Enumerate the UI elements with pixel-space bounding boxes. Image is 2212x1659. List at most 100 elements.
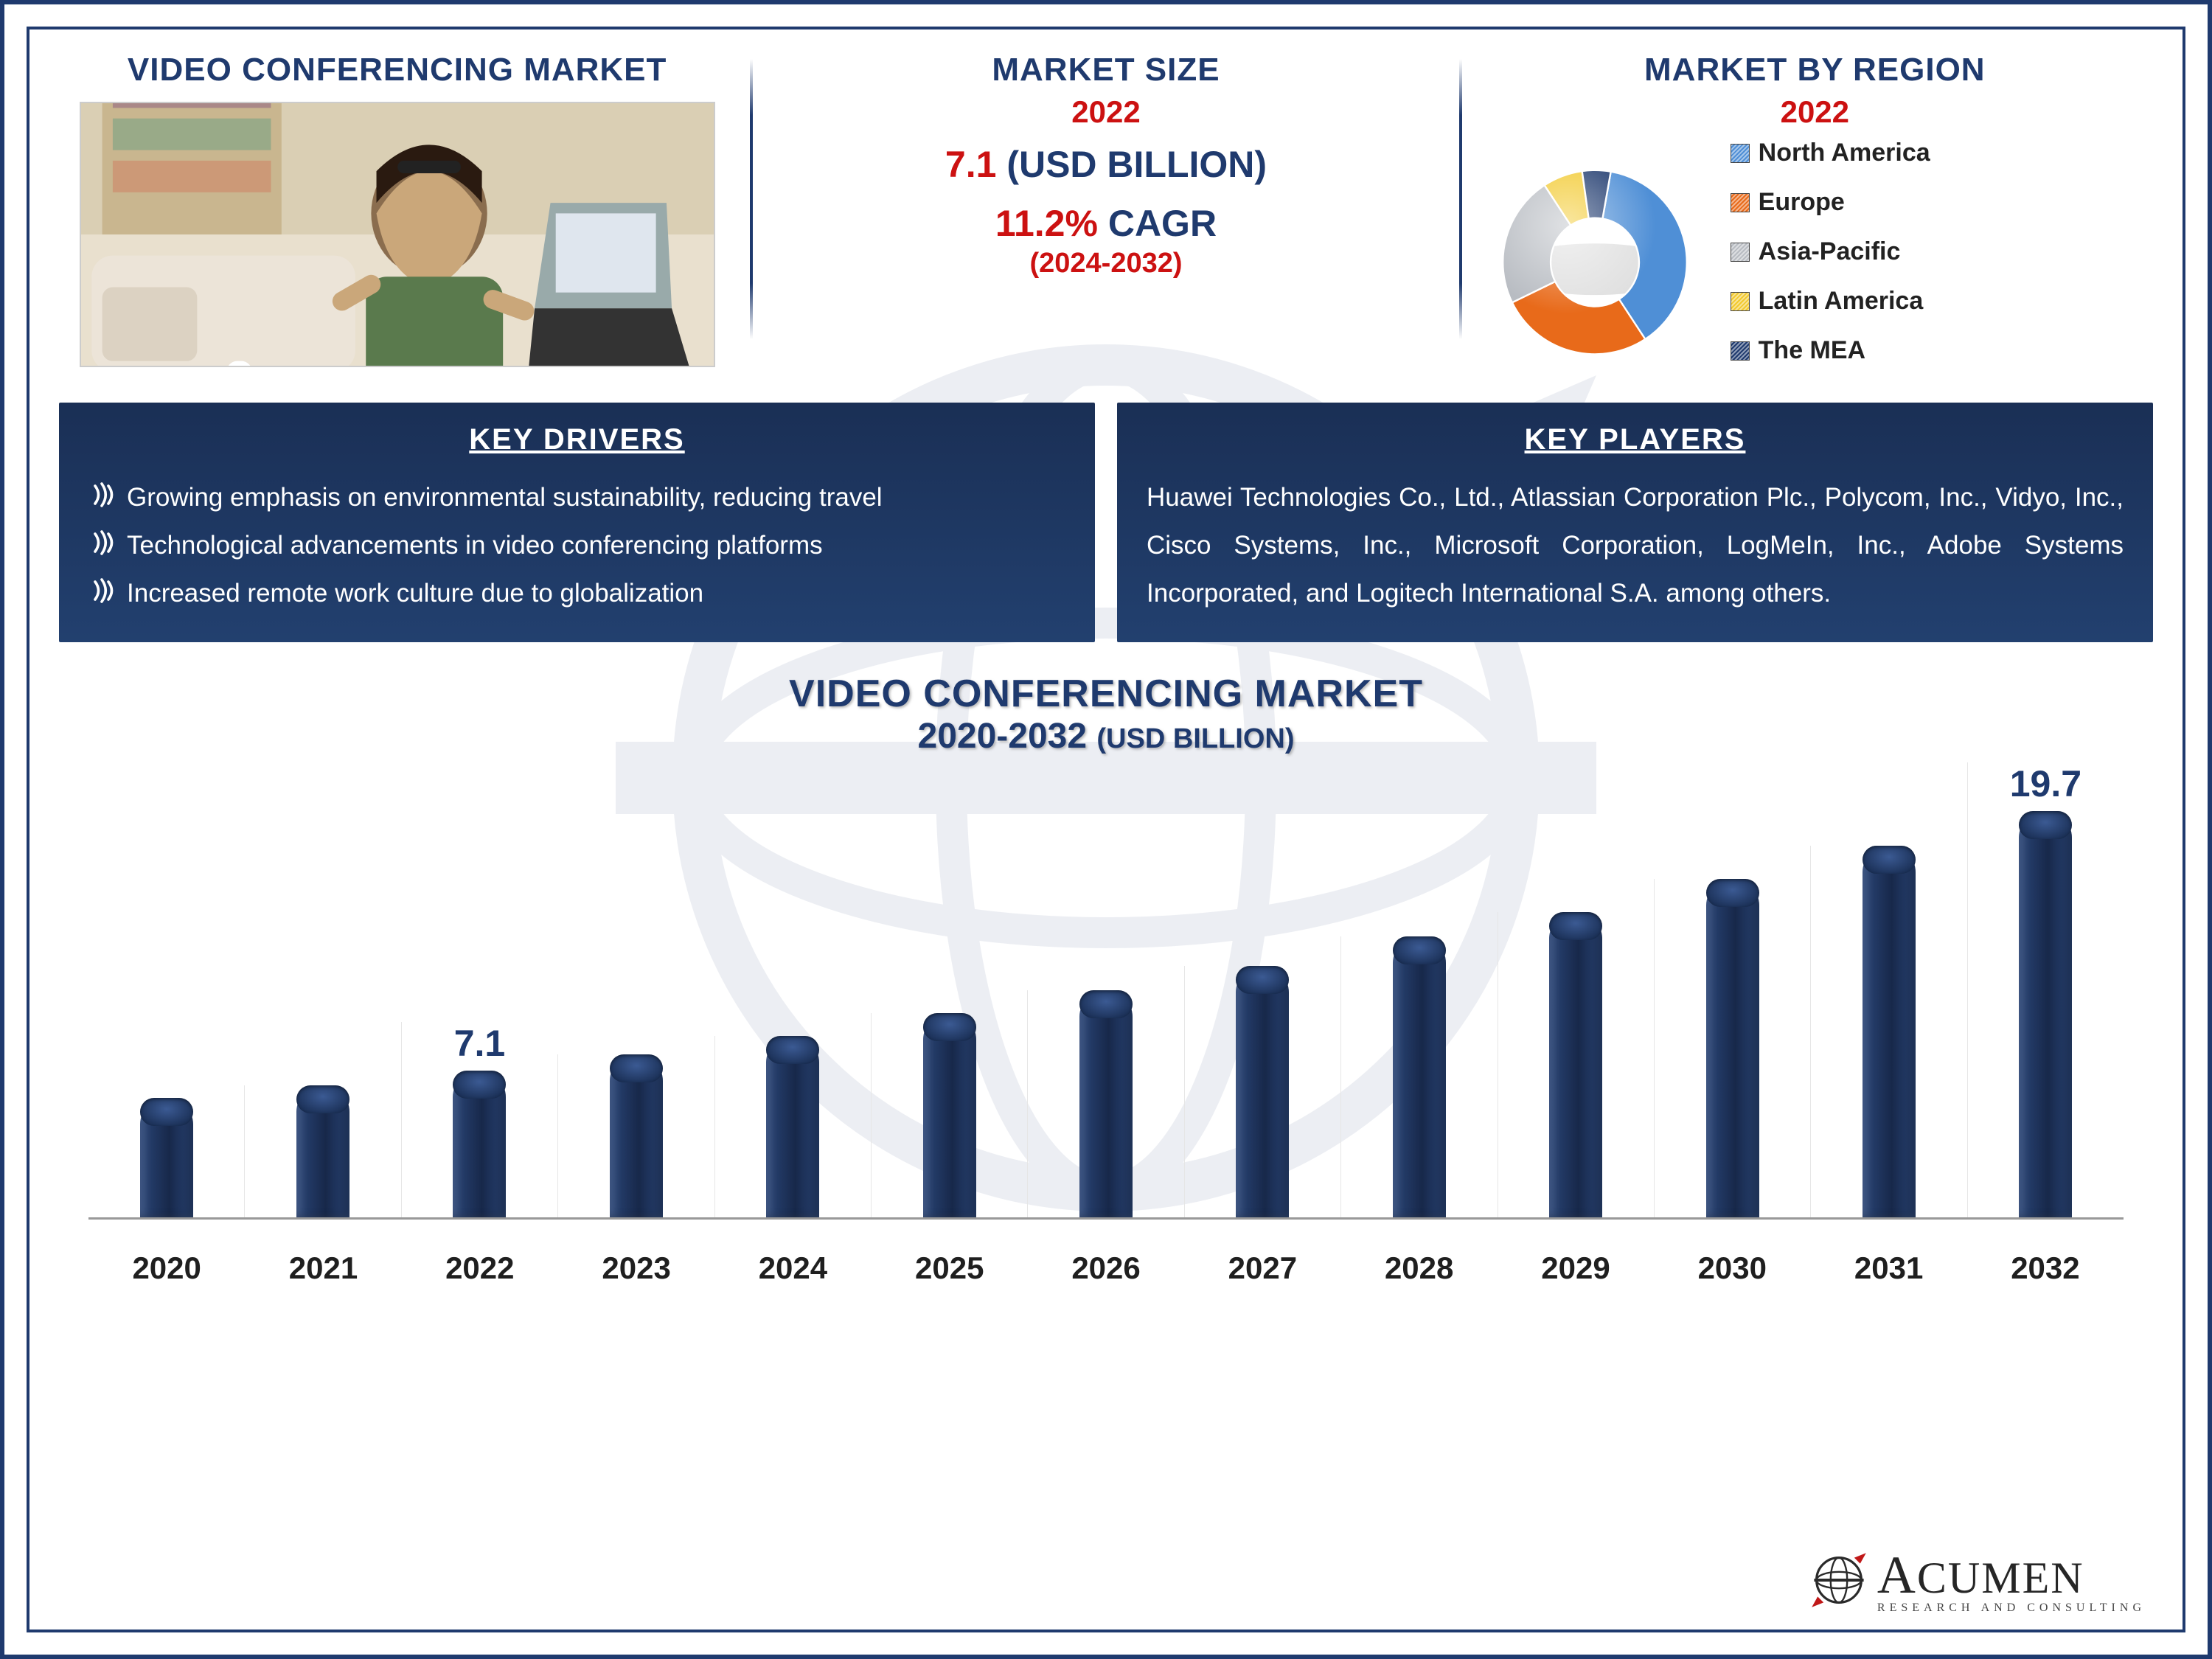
- region-legend: North America Europe Asia-Pacific Latin Ame…: [1731, 139, 1930, 365]
- legend-label: The MEA: [1759, 336, 1865, 365]
- legend-item: The MEA: [1731, 336, 1930, 365]
- bar-slot: [1654, 879, 1810, 1217]
- bar-value-label: 19.7: [2010, 762, 2081, 805]
- bar-slot: 7.1: [401, 1022, 557, 1217]
- bar: [1393, 936, 1446, 1217]
- bar-slot: 19.7: [1967, 762, 2124, 1218]
- bar: [923, 1013, 976, 1217]
- region-content: North America Europe Asia-Pacific Latin Ame…: [1477, 139, 2153, 365]
- bar-slot: [88, 1098, 244, 1217]
- x-axis-label: 2028: [1341, 1237, 1498, 1286]
- globe-logo-icon: [1809, 1551, 1868, 1610]
- key-players-text: Huawei Technologies Co., Ltd., Atlassian…: [1147, 474, 2124, 617]
- key-boxes-row: KEY DRIVERS Growing emphasis on environm…: [59, 403, 2153, 642]
- bar: [2019, 811, 2072, 1218]
- bar-slot: [714, 1036, 871, 1217]
- legend-item: Asia-Pacific: [1731, 237, 1930, 266]
- legend-label: North America: [1759, 139, 1930, 167]
- bar-slot: [1498, 912, 1654, 1217]
- x-axis-label: 2025: [872, 1237, 1028, 1286]
- market-size-year: 2022: [768, 94, 1444, 130]
- bar: [1549, 912, 1602, 1217]
- x-axis-label: 2032: [1967, 1237, 2124, 1286]
- bar: [296, 1085, 349, 1217]
- key-players-title: KEY PLAYERS: [1147, 423, 2124, 456]
- logo-brand: ACUMEN: [1877, 1545, 2146, 1606]
- x-axis-label: 2022: [402, 1237, 558, 1286]
- x-axis-label: 2026: [1028, 1237, 1184, 1286]
- top-middle-column: MARKET SIZE 2022 7.1 (USD BILLION) 11.2%…: [768, 52, 1444, 383]
- brand-logo: ACUMEN RESEARCH AND CONSULTING: [1809, 1545, 2146, 1615]
- page-outer-border: VIDEO CONFERENCING MARKET: [0, 0, 2212, 1659]
- driver-item: Technological advancements in video conf…: [88, 522, 1065, 570]
- legend-swatch: [1731, 243, 1750, 262]
- bar-chart-area: 7.119.7 20202021202220232024202520262027…: [59, 770, 2153, 1286]
- left-header-title: VIDEO CONFERENCING MARKET: [59, 52, 735, 88]
- key-drivers-list: Growing emphasis on environmental sustai…: [88, 474, 1065, 617]
- bar: [453, 1071, 506, 1217]
- legend-item: Latin America: [1731, 287, 1930, 316]
- x-axis-label: 2021: [245, 1237, 401, 1286]
- bar-chart-baseline: [88, 1217, 2124, 1220]
- key-drivers-box: KEY DRIVERS Growing emphasis on environm…: [59, 403, 1095, 642]
- bar: [1706, 879, 1759, 1217]
- bar: [1863, 846, 1916, 1217]
- x-axis-label: 2030: [1654, 1237, 1810, 1286]
- bar: [766, 1036, 819, 1217]
- bar: [1079, 990, 1133, 1217]
- legend-item: North America: [1731, 139, 1930, 167]
- legend-item: Europe: [1731, 188, 1930, 217]
- cagr-label: CAGR: [1098, 203, 1217, 244]
- market-size-unit: (USD BILLION): [996, 144, 1267, 185]
- bar-chart-title: VIDEO CONFERENCING MARKET 2020-2032 (USD…: [59, 672, 2153, 757]
- right-header-title: MARKET BY REGION: [1477, 52, 2153, 88]
- legend-swatch: [1731, 292, 1750, 311]
- chart-title-unit: (USD BILLION): [1096, 723, 1294, 754]
- page-inner-border: VIDEO CONFERENCING MARKET: [27, 27, 2185, 1632]
- x-axis-label: 2031: [1810, 1237, 1966, 1286]
- chart-title-years: 2020-2032: [918, 717, 1097, 756]
- market-size-num: 7.1: [945, 144, 997, 185]
- vertical-divider-icon: [1459, 59, 1462, 339]
- chart-title-main: VIDEO CONFERENCING MARKET: [59, 672, 2153, 716]
- bullet-icon: [88, 481, 115, 508]
- legend-label: Asia-Pacific: [1759, 237, 1901, 266]
- chart-title-sub: 2020-2032 (USD BILLION): [59, 716, 2153, 757]
- legend-swatch: [1731, 144, 1750, 163]
- logo-tagline: RESEARCH AND CONSULTING: [1877, 1601, 2146, 1615]
- x-axis-label: 2020: [88, 1237, 245, 1286]
- bar-slot: [557, 1054, 714, 1217]
- key-drivers-title: KEY DRIVERS: [88, 423, 1065, 456]
- bar-slot: [1340, 936, 1497, 1217]
- bar-value-label: 7.1: [454, 1022, 506, 1065]
- bar-chart-bars: 7.119.7: [88, 770, 2124, 1217]
- legend-swatch: [1731, 341, 1750, 361]
- cagr-range: (2024-2032): [768, 248, 1444, 279]
- bar-slot: [871, 1013, 1027, 1217]
- region-year: 2022: [1477, 94, 2153, 130]
- legend-swatch: [1731, 193, 1750, 212]
- driver-item: Growing emphasis on environmental sustai…: [88, 474, 1065, 522]
- bar-slot: [1810, 846, 1966, 1217]
- bar: [610, 1054, 663, 1217]
- hero-image: [80, 102, 715, 367]
- legend-label: Latin America: [1759, 287, 1924, 316]
- bar-chart-xlabels: 2020202120222023202420252026202720282029…: [88, 1237, 2124, 1286]
- top-left-column: VIDEO CONFERENCING MARKET: [59, 52, 735, 383]
- middle-header-title: MARKET SIZE: [768, 52, 1444, 88]
- x-axis-label: 2027: [1184, 1237, 1340, 1286]
- driver-item: Increased remote work culture due to glo…: [88, 570, 1065, 618]
- cagr-pct: 11.2%: [995, 203, 1098, 244]
- vertical-divider-icon: [750, 59, 753, 339]
- bullet-icon: [88, 577, 115, 604]
- x-axis-label: 2023: [558, 1237, 714, 1286]
- key-players-box: KEY PLAYERS Huawei Technologies Co., Ltd…: [1117, 403, 2153, 642]
- market-cagr: 11.2% CAGR: [768, 202, 1444, 245]
- region-donut-chart: [1477, 149, 1713, 355]
- bar: [140, 1098, 193, 1217]
- bar-slot: [244, 1085, 400, 1217]
- bar: [1236, 966, 1289, 1218]
- legend-label: Europe: [1759, 188, 1845, 217]
- logo-text: ACUMEN RESEARCH AND CONSULTING: [1877, 1545, 2146, 1615]
- bar-slot: [1027, 990, 1183, 1217]
